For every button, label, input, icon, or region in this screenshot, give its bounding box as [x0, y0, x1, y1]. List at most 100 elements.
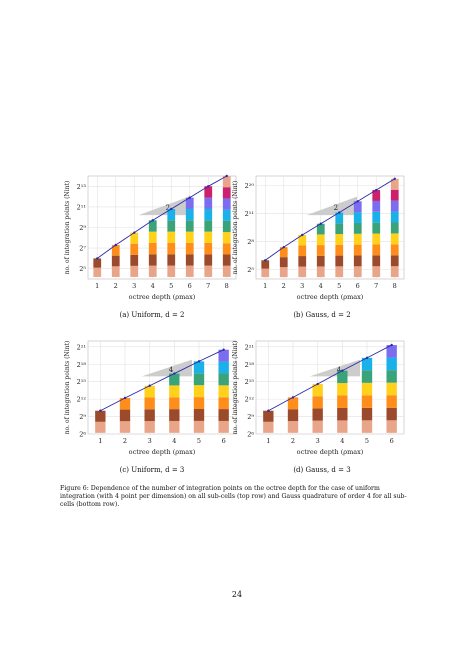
bar-segment	[337, 395, 348, 408]
bar-segment	[185, 197, 194, 209]
bar-segment	[353, 201, 362, 213]
x-tick-label: 6	[356, 282, 360, 290]
bar-segment	[390, 255, 399, 267]
bar-segment	[204, 242, 213, 255]
series-point	[225, 174, 228, 178]
bar-segment	[185, 242, 194, 255]
x-tick-label: 1	[263, 282, 267, 290]
bar-segment	[222, 220, 231, 233]
bar-segment	[390, 233, 399, 245]
panel-c: 4 2⁶ 2⁹ 2¹² 2¹⁵ 2¹⁸ 2²¹ 1 2 3 4 5 6 octree depth (ρma…	[62, 335, 242, 464]
figure-caption: Figure 6: Dependence of the number of in…	[60, 485, 416, 510]
bar-segment	[287, 397, 299, 410]
y-tick-label: 2⁹	[79, 224, 86, 232]
x-axis-label: octree depth (ρmax)	[297, 448, 364, 456]
bar-segment	[361, 370, 373, 383]
plot-frame	[87, 340, 237, 435]
bar-segment	[287, 409, 299, 422]
y-tick-label: 2¹²	[245, 396, 255, 404]
bar-segment	[111, 266, 120, 277]
bar-segment	[130, 243, 139, 255]
y-tick-label: 2²¹	[77, 343, 87, 351]
bar-segment	[261, 260, 270, 269]
bar-segment	[93, 258, 102, 268]
x-tick-label: 4	[151, 282, 155, 290]
bar-segment	[298, 234, 307, 246]
bar-segment	[204, 265, 213, 277]
bar-segment	[298, 266, 307, 278]
bar-segment	[95, 410, 106, 422]
bar-segment	[287, 421, 299, 433]
bar-segment	[337, 370, 348, 384]
x-tick-label: 3	[132, 282, 136, 290]
series-point	[188, 196, 191, 199]
bar-segment	[185, 254, 194, 266]
bar-segment	[185, 265, 194, 277]
figure-caption-label: Figure 6:	[60, 485, 89, 492]
bar-segment	[144, 397, 155, 410]
bar-segment	[185, 220, 194, 232]
bar-segment	[167, 231, 176, 243]
y-tick-label: 2¹²	[77, 396, 87, 404]
chart-gauss-d2: 2 2⁵ 2⁸ 2¹¹ 2²⁰ 1 2 3 4 5 6 7 8 octree depth (ρmax) no…	[232, 175, 405, 301]
bar-segment	[144, 421, 155, 433]
series-point	[207, 185, 210, 188]
series-point	[338, 211, 341, 214]
x-tick-label: 3	[316, 437, 320, 445]
x-tick-label: 8	[225, 282, 229, 290]
series-point	[197, 360, 201, 363]
series-point	[282, 245, 285, 249]
x-tick-label: 5	[197, 437, 201, 445]
bar-segment	[353, 244, 362, 256]
x-axis-label: octree depth (ρmax)	[129, 448, 196, 456]
x-axis-label: octree depth (ρmax)	[297, 293, 364, 301]
bar-segment	[148, 254, 157, 266]
bar-segment	[353, 233, 362, 245]
series-point	[114, 243, 117, 247]
bar-segment	[298, 256, 307, 267]
x-tick-label: 5	[337, 282, 341, 290]
bar-segment	[390, 200, 399, 212]
bar-segment	[130, 265, 139, 277]
bar-segment	[204, 220, 213, 232]
series-point	[390, 343, 393, 347]
bar-segment	[316, 245, 325, 256]
bar-segment	[222, 254, 231, 266]
bar-segment	[386, 345, 397, 358]
chart-uniform-d2: 2 2⁵ 2⁷ 2⁹ 2¹¹ 2¹³ 1 2 3 4 5 6 7 8 octree depth (ρmax)…	[64, 174, 237, 301]
caption-a: (a) Uniform, d = 2	[119, 311, 185, 319]
bar-segment	[218, 385, 229, 398]
y-tick-label: 2⁹	[79, 413, 86, 421]
bar-segment	[386, 370, 397, 383]
bar-segment	[222, 232, 231, 244]
series-point	[393, 177, 396, 181]
bar-segment	[386, 407, 397, 421]
bar-segment	[218, 373, 229, 386]
bar-segment	[312, 420, 323, 433]
bar-segment	[144, 385, 155, 398]
bar-segment	[335, 255, 344, 267]
bar-segment	[372, 200, 381, 212]
x-tick-label: 1	[266, 437, 270, 445]
bar-segment	[193, 420, 205, 433]
bar-segment	[316, 223, 325, 235]
bar-segment	[185, 231, 194, 243]
bar-segment	[372, 222, 381, 234]
series-line	[264, 178, 395, 261]
bar-segment	[148, 220, 157, 232]
y-tick-label: 2⁵	[247, 266, 254, 274]
bar-segment	[263, 421, 274, 433]
bar-segment	[130, 254, 139, 266]
y-tick-label: 2²¹	[245, 343, 255, 351]
y-tick-label: 2¹⁸	[245, 361, 255, 369]
bar-segment	[144, 409, 155, 422]
bar-segment	[361, 407, 373, 421]
x-axis-label: octree depth (ρmax)	[129, 293, 196, 301]
bar-segment	[279, 257, 288, 268]
bar-segment	[222, 209, 231, 221]
bar-segment	[372, 190, 381, 201]
series-point	[375, 188, 378, 192]
panel-a: 2 2⁵ 2⁷ 2⁹ 2¹¹ 2¹³ 1 2 3 4 5 6 7 8 octree depth (ρmax)…	[62, 170, 242, 309]
panel-d: 4 2⁶ 2⁹ 2¹² 2¹⁵ 2¹⁸ 2²¹ 1 2 3 4 5 6 octree depth (ρma…	[230, 335, 410, 464]
x-tick-label: 2	[114, 282, 118, 290]
